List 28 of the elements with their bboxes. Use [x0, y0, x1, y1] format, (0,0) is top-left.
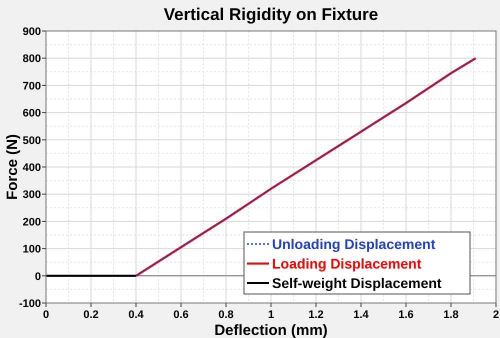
y-tick-label: 400 — [22, 162, 41, 174]
legend-label: Unloading Displacement — [272, 236, 436, 252]
x-tick-label: 0.8 — [218, 309, 234, 321]
x-tick-label: 0 — [42, 309, 50, 321]
x-tick-label: 1.8 — [443, 309, 459, 321]
x-tick-label: 0.2 — [83, 309, 99, 321]
x-tick-label: 1.4 — [353, 309, 370, 321]
y-tick-label: 500 — [22, 134, 41, 147]
y-axis-title: Force (N) — [4, 134, 21, 200]
legend-label: Loading Displacement — [272, 256, 422, 272]
chart-title: Vertical Rigidity on Fixture — [164, 5, 378, 24]
y-tick-label: 700 — [22, 80, 41, 92]
y-tick-label: 200 — [22, 216, 41, 228]
x-tick-label: 1.2 — [308, 309, 324, 321]
y-tick-label: 300 — [22, 189, 41, 202]
y-tick-label: 600 — [22, 108, 41, 120]
y-tick-label: 900 — [22, 26, 41, 38]
x-tick-label: 0.4 — [128, 309, 145, 321]
legend-label: Self-weight Displacement — [272, 275, 442, 291]
x-tick-label: 1.6 — [398, 309, 414, 321]
y-tick-label: -100 — [18, 298, 41, 310]
x-tick-label: 1 — [268, 309, 274, 321]
y-tick-label: 800 — [22, 53, 41, 66]
x-tick-label: 0.6 — [173, 309, 189, 321]
x-tick-label: 2 — [492, 309, 500, 321]
y-tick-label: 100 — [22, 244, 41, 256]
x-axis-title: Deflection (mm) — [214, 322, 328, 338]
y-tick-label: 0 — [34, 270, 41, 283]
